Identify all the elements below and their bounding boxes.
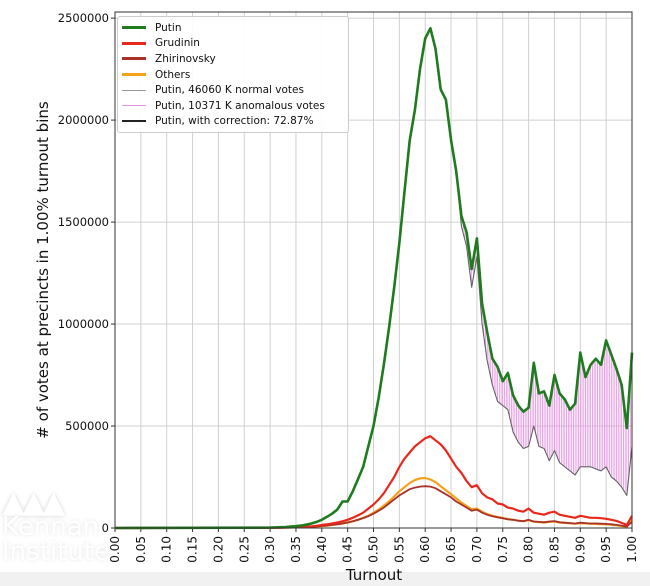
x-tick-label: 0.35 — [289, 536, 303, 563]
y-tick-label: 2000000 — [58, 113, 109, 127]
x-tick-label: 0.70 — [470, 536, 484, 563]
watermark-line1: Kennan — [2, 512, 100, 542]
x-tick-label: 0.75 — [496, 536, 510, 563]
legend-label: Zhirinovsky — [155, 52, 216, 65]
x-tick-label: 0.40 — [315, 536, 329, 563]
x-tick-labels: 0.00 0.05 0.10 0.15 0.20 0.25 0.30 0.35 0.40 0.45… — [108, 536, 639, 563]
x-tick-label: 0.85 — [547, 536, 561, 563]
y-tick-labels: 0 500000 1000000 1500000 2000000 2500000 — [58, 11, 109, 535]
anomalous-votes-hatch — [457, 186, 631, 496]
legend-item-corrected: Putin, with correction: 72.87% — [122, 114, 344, 130]
legend-swatch — [122, 105, 146, 107]
x-tick-label: 0.30 — [263, 536, 277, 563]
y-tick-label: 500000 — [65, 419, 109, 433]
watermark-line2: Institute — [2, 537, 110, 567]
x-tick-label: 0.55 — [392, 536, 406, 563]
x-tick-label: 0.15 — [186, 536, 200, 563]
x-tick-label: 0.60 — [418, 536, 432, 563]
legend-item-normal: Putin, 46060 K normal votes — [122, 82, 344, 98]
bottom-strip — [0, 572, 650, 586]
y-tick-label: 1000000 — [58, 317, 109, 331]
legend-label: Putin — [155, 21, 182, 34]
x-tick-label: 0.90 — [573, 536, 587, 563]
legend-swatch — [122, 120, 146, 123]
kennan-institute-watermark: ▲▲▲ Kennan Institute — [2, 485, 110, 567]
plot-frame — [114, 11, 633, 529]
series-lines — [114, 26, 634, 530]
legend-label: Others — [155, 68, 191, 81]
x-tick-label: 0.45 — [341, 536, 355, 563]
x-axis-label: Turnout — [345, 566, 402, 584]
legend-label: Putin, 10371 K anomalous votes — [155, 99, 325, 112]
legend: Putin Grudinin Zhirinovsky Others Putin,… — [117, 16, 349, 134]
y-tick-label: 1500000 — [58, 215, 109, 229]
series-line-zhirinovsky — [114, 485, 633, 529]
legend-label: Putin, 46060 K normal votes — [155, 84, 304, 97]
x-tick-label: 0.20 — [211, 536, 225, 563]
x-tick-label: 0.50 — [367, 536, 381, 563]
x-tick-label: 0.95 — [599, 536, 613, 563]
x-tick-label: 0.00 — [108, 536, 122, 563]
x-tick-label: 0.05 — [134, 536, 148, 563]
kennan-logo-icon: ▲▲▲ — [2, 485, 65, 520]
legend-label: Grudinin — [155, 37, 200, 50]
x-tick-label: 0.80 — [522, 536, 536, 563]
y-tick-label: 0 — [102, 521, 109, 535]
y-tick-label: 2500000 — [58, 11, 109, 25]
y-axis-label: # of votes at precincts in 1.00% turnout… — [34, 101, 52, 439]
legend-swatch — [122, 26, 146, 30]
x-tick-label: 1.00 — [625, 536, 639, 563]
x-tick-label: 0.65 — [444, 536, 458, 563]
legend-item-grudinin: Grudinin — [122, 36, 344, 52]
legend-item-putin: Putin — [122, 20, 344, 36]
legend-swatch — [122, 41, 146, 45]
x-tick-label: 0.10 — [160, 536, 174, 563]
series-line-grudinin — [114, 435, 633, 530]
legend-swatch — [122, 89, 146, 91]
legend-swatch — [122, 73, 146, 77]
legend-label: Putin, with correction: 72.87% — [155, 115, 314, 128]
legend-item-zhirinovsky: Zhirinovsky — [122, 51, 344, 67]
legend-item-others: Others — [122, 67, 344, 83]
x-tick-label: 0.25 — [237, 536, 251, 563]
legend-swatch — [122, 57, 146, 61]
legend-item-anomalous: Putin, 10371 K anomalous votes — [122, 98, 344, 114]
series-line-putin — [114, 26, 634, 530]
